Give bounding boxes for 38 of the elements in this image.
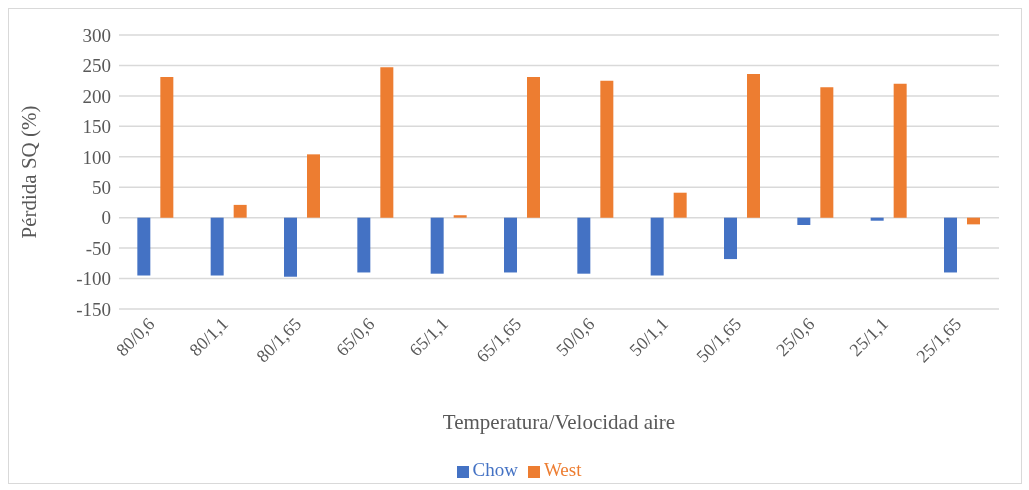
bar [650, 217, 664, 276]
bar [944, 217, 957, 273]
y-tick-label: 0 [101, 207, 111, 229]
y-tick-label: 300 [82, 24, 111, 46]
y-axis-title: Pérdida SQ (%) [17, 105, 42, 239]
bar [284, 217, 297, 277]
bar [893, 83, 907, 218]
bar [724, 217, 737, 260]
y-tick-label: 50 [92, 176, 111, 198]
bar [160, 77, 174, 218]
y-tick-label: 200 [82, 85, 111, 107]
y-tick-label: -100 [76, 268, 111, 290]
y-tick-label: -50 [85, 237, 111, 259]
bar [527, 77, 540, 218]
bar [673, 192, 687, 218]
bar [600, 80, 614, 218]
bar [307, 154, 320, 218]
bar [233, 204, 247, 218]
y-tick-label: 150 [82, 116, 111, 138]
legend-label: Chow [472, 459, 518, 480]
bar [967, 217, 980, 225]
bar [747, 73, 760, 218]
x-axis-title: Temperatura/Velocidad aire [442, 410, 676, 434]
y-tick-label: -150 [76, 298, 111, 320]
bar [210, 217, 224, 276]
bar [504, 217, 517, 273]
bar [820, 87, 834, 218]
bar [380, 67, 394, 218]
legend-label: West [543, 459, 582, 480]
bar [137, 217, 151, 276]
bar [870, 217, 884, 221]
bar [430, 217, 444, 274]
bar [357, 217, 371, 273]
y-tick-label: 250 [82, 55, 111, 77]
bar [577, 217, 591, 274]
bar [797, 217, 811, 225]
bar [453, 215, 467, 218]
y-tick-label: 100 [82, 146, 111, 168]
